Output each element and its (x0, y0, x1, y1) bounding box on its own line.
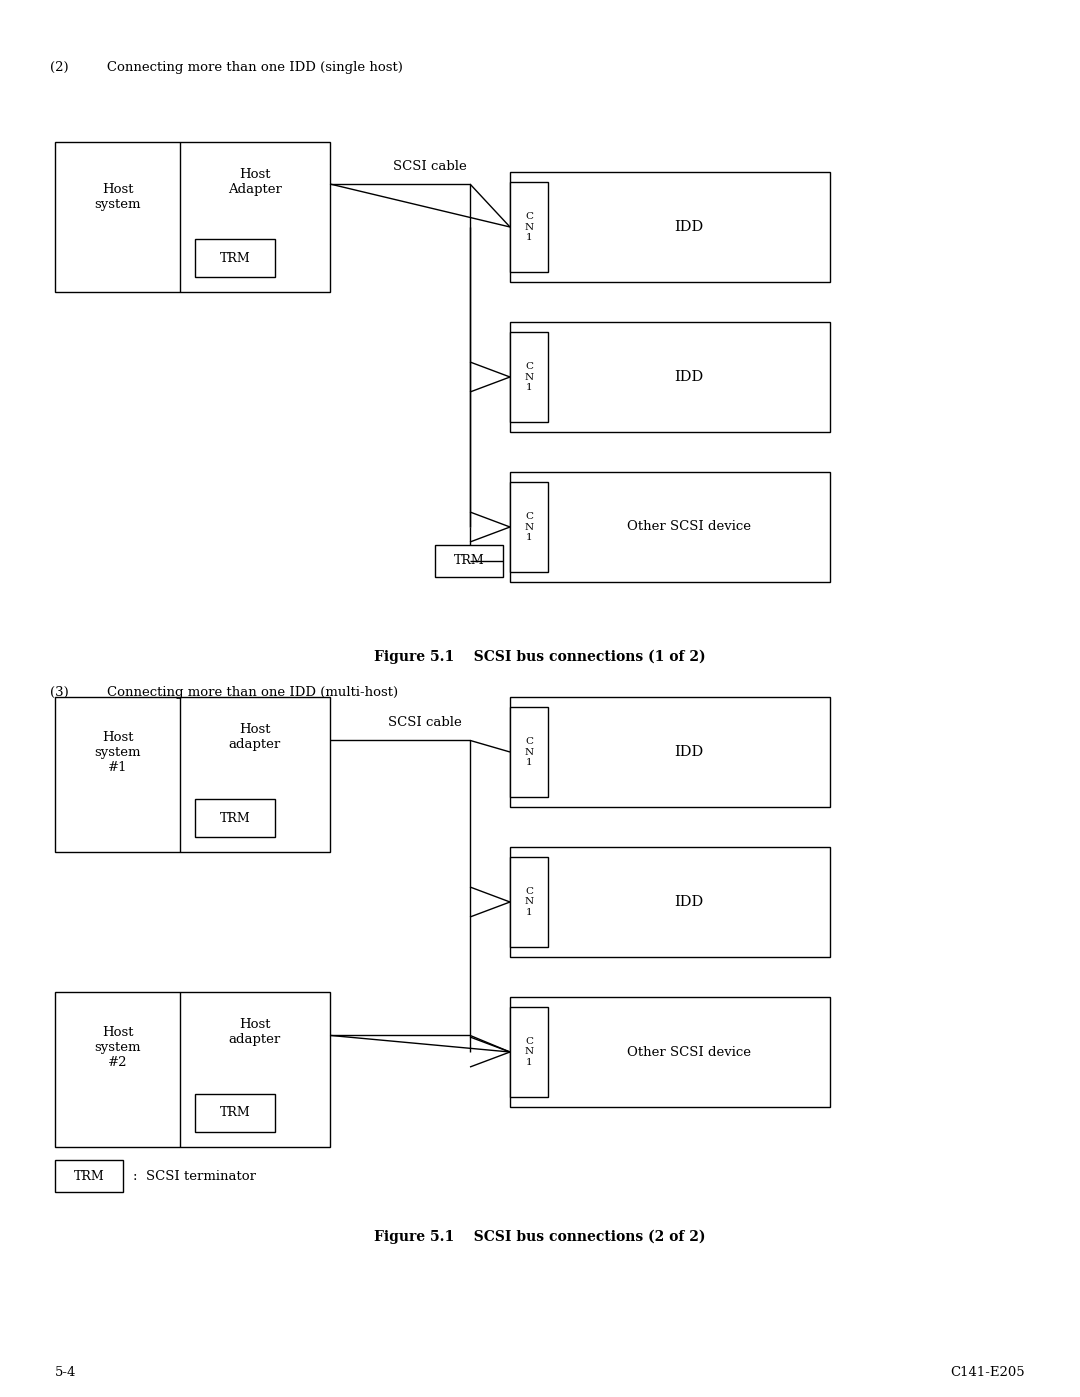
Bar (195, 799, 275, 837)
Text: IDD: IDD (674, 745, 704, 759)
Bar (55, 1160, 123, 1192)
Bar (195, 1094, 275, 1132)
Text: C141-E205: C141-E205 (950, 1365, 1025, 1379)
Bar (435, 545, 503, 577)
Bar (510, 472, 831, 583)
Text: TRM: TRM (219, 251, 251, 264)
Bar (55, 697, 330, 852)
Text: Host
adapter: Host adapter (229, 1018, 281, 1046)
Bar (510, 847, 831, 957)
Text: (3)         Connecting more than one IDD (multi-host): (3) Connecting more than one IDD (multi-… (50, 686, 399, 698)
Text: (2)         Connecting more than one IDD (single host): (2) Connecting more than one IDD (single… (50, 60, 403, 74)
Bar (510, 697, 831, 807)
Text: 5-4: 5-4 (55, 1365, 77, 1379)
Bar (510, 1007, 548, 1097)
Text: SCSI cable: SCSI cable (393, 159, 467, 172)
Text: Host
system
#2: Host system #2 (94, 1025, 140, 1069)
Text: Other SCSI device: Other SCSI device (627, 1045, 751, 1059)
Text: TRM: TRM (219, 812, 251, 824)
Text: C
N
1: C N 1 (525, 1037, 534, 1067)
Bar (510, 321, 831, 432)
Bar (510, 482, 548, 571)
Text: C
N
1: C N 1 (525, 212, 534, 242)
Text: IDD: IDD (674, 895, 704, 909)
Bar (510, 707, 548, 798)
Bar (55, 992, 330, 1147)
Text: C
N
1: C N 1 (525, 513, 534, 542)
Bar (510, 332, 548, 422)
Text: IDD: IDD (674, 370, 704, 384)
Bar (510, 997, 831, 1106)
Text: Other SCSI device: Other SCSI device (627, 521, 751, 534)
Bar (55, 142, 330, 292)
Text: :  SCSI terminator: : SCSI terminator (133, 1169, 256, 1182)
Bar (510, 182, 548, 272)
Text: TRM: TRM (454, 555, 484, 567)
Bar (510, 172, 831, 282)
Text: Host
adapter: Host adapter (229, 724, 281, 752)
Text: C
N
1: C N 1 (525, 887, 534, 916)
Text: C
N
1: C N 1 (525, 738, 534, 767)
Text: Host
system: Host system (94, 183, 140, 211)
Text: Host
Adapter: Host Adapter (228, 168, 282, 196)
Text: IDD: IDD (674, 219, 704, 235)
Bar (510, 856, 548, 947)
Text: TRM: TRM (219, 1106, 251, 1119)
Text: Host
system
#1: Host system #1 (94, 731, 140, 774)
Text: Figure 5.1    SCSI bus connections (1 of 2): Figure 5.1 SCSI bus connections (1 of 2) (374, 650, 706, 664)
Text: SCSI cable: SCSI cable (388, 715, 462, 729)
Text: Figure 5.1    SCSI bus connections (2 of 2): Figure 5.1 SCSI bus connections (2 of 2) (375, 1229, 705, 1245)
Text: C
N
1: C N 1 (525, 362, 534, 393)
Text: TRM: TRM (73, 1169, 105, 1182)
Bar (195, 239, 275, 277)
